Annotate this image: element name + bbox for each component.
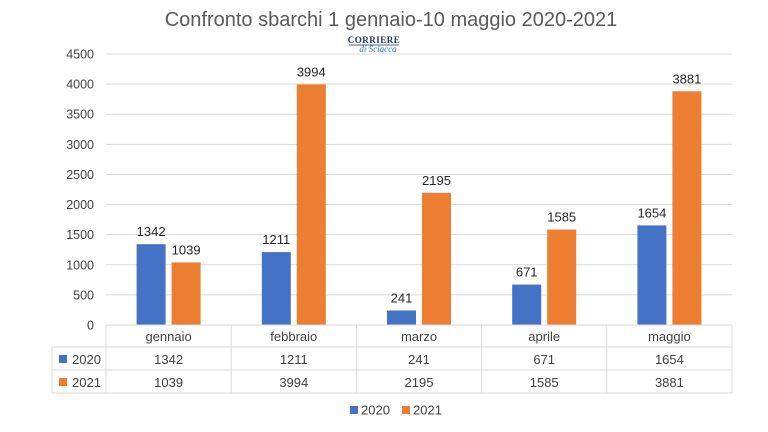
data-label: 1039 (172, 242, 201, 257)
table-cell: 3994 (279, 375, 308, 390)
bar (672, 91, 702, 325)
table-cell: 671 (533, 352, 555, 367)
table-legend-key (59, 378, 67, 386)
y-tick-label: 1500 (66, 228, 94, 242)
bar (512, 284, 542, 325)
data-label: 241 (391, 290, 413, 305)
y-tick-label: 2500 (66, 168, 94, 182)
y-tick-label: 500 (73, 288, 94, 302)
data-label: 1585 (547, 210, 576, 225)
table-series-name: 2020 (72, 352, 101, 367)
table-series-name: 2021 (72, 375, 101, 390)
y-tick-label: 3000 (66, 138, 94, 152)
data-label: 1211 (262, 232, 290, 247)
table-cell: 3881 (655, 375, 684, 390)
bar (171, 262, 201, 325)
data-label: 3881 (672, 71, 701, 86)
table-cell: 1342 (154, 352, 183, 367)
table-cell: 1211 (280, 352, 308, 367)
bar (296, 84, 326, 325)
legend-swatch (350, 406, 358, 414)
table-legend-key (59, 355, 67, 363)
chart-title: Confronto sbarchi 1 gennaio-10 maggio 20… (165, 9, 618, 31)
category-label: marzo (401, 329, 437, 344)
y-tick-label: 4500 (66, 48, 94, 62)
y-tick-label: 4000 (66, 78, 94, 92)
legend-label: 2020 (361, 403, 390, 418)
logo-bottom-text: di Sciacca (359, 44, 397, 54)
bar (136, 244, 166, 325)
legend-swatch (402, 406, 410, 414)
category-label: aprile (528, 329, 560, 344)
bar (387, 310, 416, 325)
table-cell: 241 (408, 352, 430, 367)
data-label: 671 (516, 265, 538, 280)
publisher-logo: CORRIERE di Sciacca (348, 35, 401, 54)
y-tick-label: 3500 (66, 108, 94, 122)
table-cell: 1585 (530, 375, 559, 390)
bar (422, 192, 451, 325)
table-cell: 1654 (655, 352, 684, 367)
data-labels: 1342 1211 241 671 1654 1039 3994 2195 1585 3881 (137, 64, 702, 305)
legend-label: 2021 (413, 403, 442, 418)
data-table: gennaio febbraio marzo aprile maggio 2020 1342… (51, 324, 733, 394)
bar (637, 225, 667, 325)
bars (136, 84, 702, 325)
y-tick-label: 2000 (66, 198, 94, 212)
bar (547, 229, 577, 325)
category-label: gennaio (145, 329, 191, 344)
data-label: 1342 (137, 224, 166, 239)
legend: 2020 2021 (350, 403, 442, 418)
data-label: 3994 (297, 64, 326, 79)
table-cell: 1039 (154, 375, 183, 390)
data-label: 1654 (637, 205, 666, 220)
category-label: maggio (648, 329, 691, 344)
logo-top-text: CORRIERE (348, 35, 401, 45)
y-axis-ticks: 0 500 1000 1500 2000 2500 3000 3500 4000 4500 (66, 48, 94, 333)
category-label: febbraio (270, 329, 317, 344)
y-tick-label: 0 (87, 319, 94, 333)
table-cell: 2195 (405, 375, 434, 390)
data-label: 2195 (422, 173, 451, 188)
y-tick-label: 1000 (66, 258, 94, 272)
bar (261, 252, 291, 325)
